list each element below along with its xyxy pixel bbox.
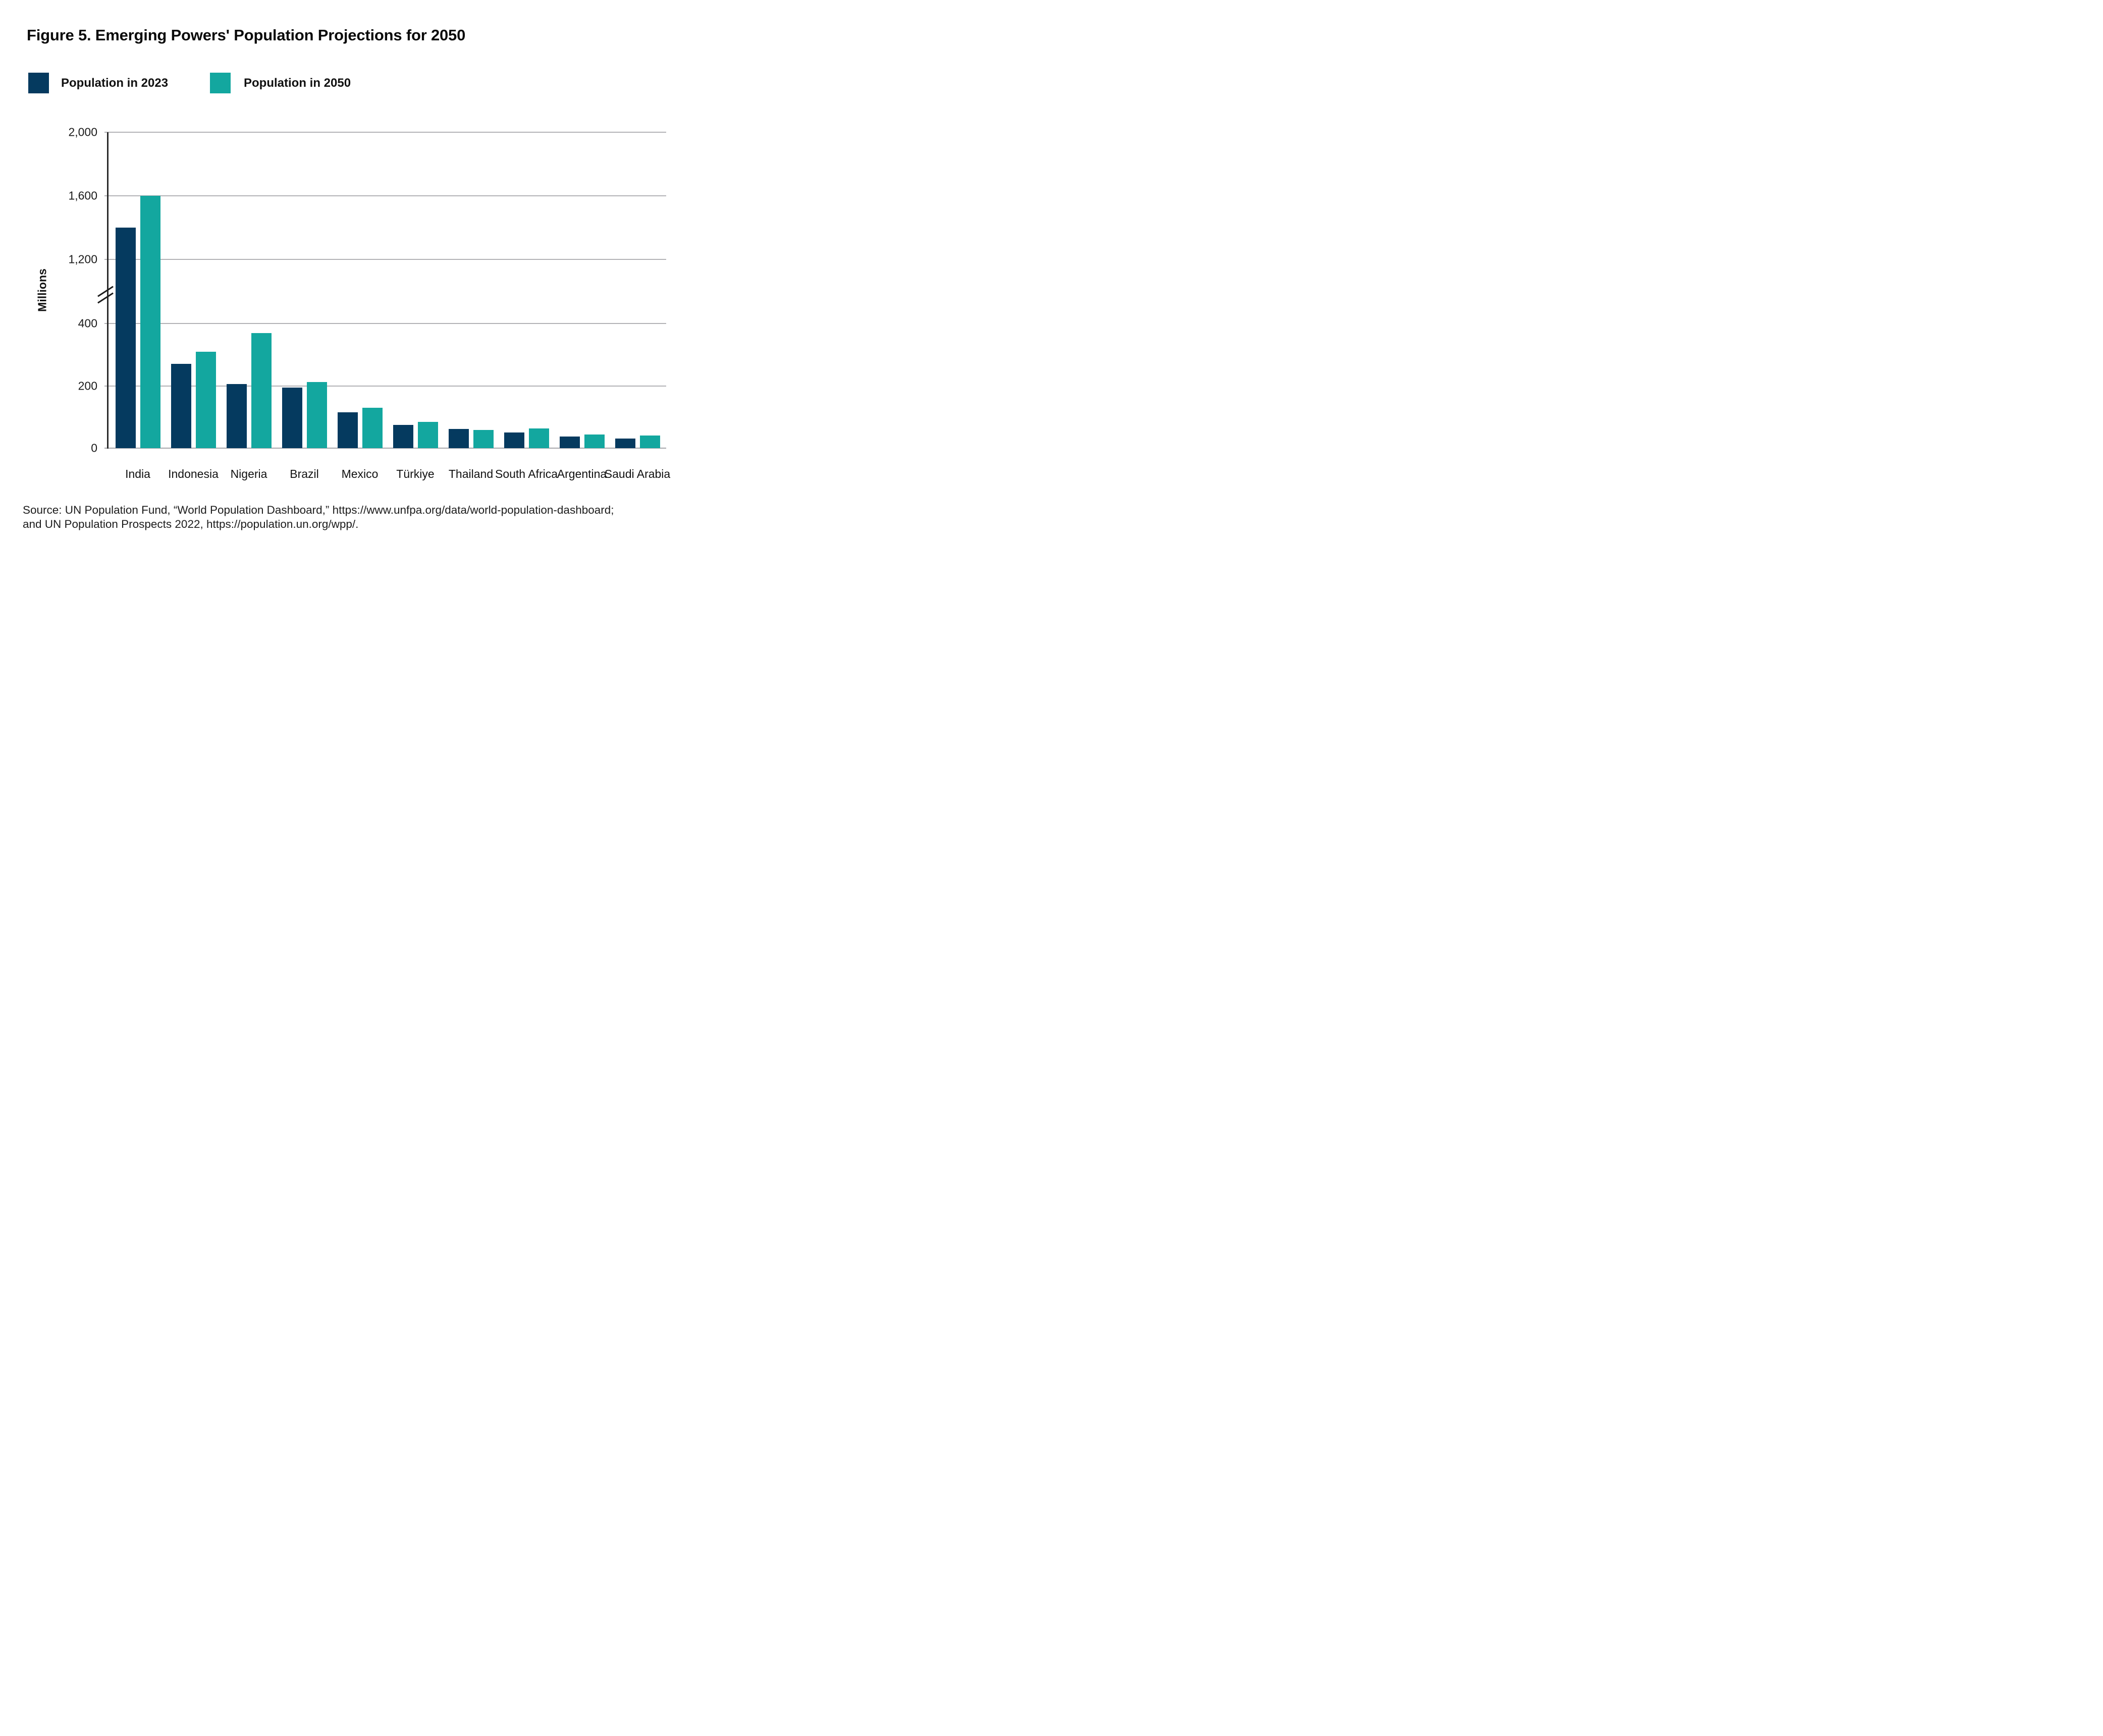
- y-axis-title: Millions: [35, 268, 49, 312]
- x-label-indonesia: Indonesia: [168, 467, 219, 480]
- source-line-1: Source: UN Population Fund, “World Popul…: [23, 504, 614, 516]
- bar-nigeria-2050: [251, 333, 272, 448]
- gridline-1200: [104, 259, 666, 260]
- x-label-nigeria: Nigeria: [230, 467, 267, 480]
- bar-brazil-2050: [306, 382, 327, 448]
- x-label-brazil: Brazil: [290, 467, 319, 480]
- x-label-india: India: [125, 467, 150, 480]
- bar-mexico-2023: [337, 412, 358, 448]
- source-line-2: and UN Population Prospects 2022, https:…: [23, 518, 359, 530]
- x-label-thailand: Thailand: [448, 467, 494, 480]
- axis-break-icon: [96, 286, 119, 304]
- bar-saudi-arabia-2050: [639, 435, 660, 448]
- bar-south-africa-2023: [504, 432, 524, 448]
- y-tick-label-1,200: 1,200: [68, 252, 97, 266]
- gridline-400: [104, 323, 666, 324]
- x-label-saudi-arabia: Saudi Arabia: [604, 467, 671, 480]
- gridline-1600: [104, 195, 666, 196]
- legend-swatch-2023: [28, 73, 49, 93]
- bar-thailand-2050: [473, 430, 494, 448]
- figure-title: Figure 5. Emerging Powers' Population Pr…: [27, 26, 466, 44]
- bar-türkiye-2050: [417, 421, 438, 448]
- x-label-south-africa: South Africa: [495, 467, 558, 480]
- bar-argentina-2050: [584, 435, 605, 448]
- x-label-türkiye: Türkiye: [396, 467, 435, 480]
- bar-india-2023: [115, 228, 136, 448]
- bar-saudi-arabia-2023: [615, 439, 635, 448]
- y-tick-label-400: 400: [78, 316, 97, 330]
- figure: Figure 5. Emerging Powers' Population Pr…: [0, 0, 701, 579]
- gridline-2000: [104, 132, 666, 133]
- bar-south-africa-2050: [528, 428, 549, 448]
- bar-thailand-2023: [448, 429, 469, 448]
- y-tick-label-0: 0: [91, 441, 97, 455]
- bar-nigeria-2023: [226, 384, 247, 448]
- y-tick-label-2,000: 2,000: [68, 125, 97, 139]
- bar-indonesia-2050: [195, 351, 216, 448]
- bar-türkiye-2023: [393, 424, 413, 448]
- x-label-mexico: Mexico: [341, 467, 379, 480]
- y-tick-label-1,600: 1,600: [68, 189, 97, 202]
- gridline-0: [104, 448, 666, 449]
- bar-mexico-2050: [362, 407, 383, 448]
- bar-argentina-2023: [559, 436, 580, 448]
- source-note: Source: UN Population Fund, “World Popul…: [23, 503, 614, 531]
- bar-indonesia-2023: [171, 364, 191, 448]
- legend-label-2050: Population in 2050: [244, 76, 351, 90]
- bar-brazil-2023: [282, 387, 302, 448]
- gridline-200: [104, 385, 666, 387]
- legend-label-2023: Population in 2023: [61, 76, 169, 90]
- bar-india-2050: [140, 196, 160, 448]
- y-tick-label-200: 200: [78, 379, 97, 392]
- legend-swatch-2050: [210, 73, 231, 93]
- x-label-argentina: Argentina: [557, 467, 607, 480]
